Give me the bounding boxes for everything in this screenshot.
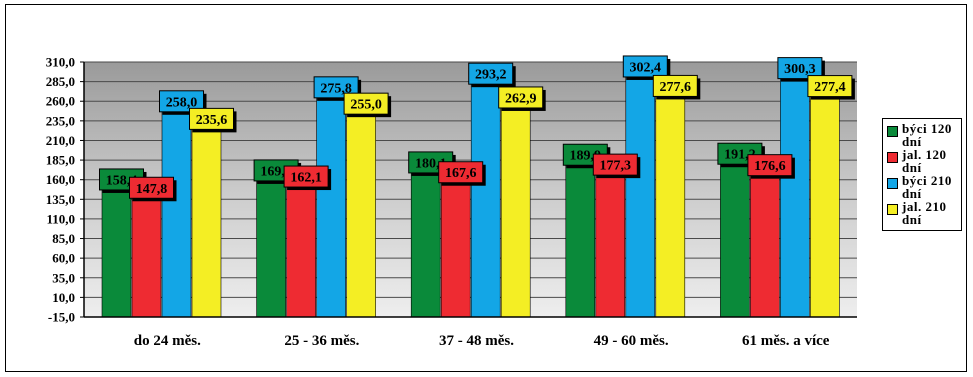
y-tick-label: 10,0 <box>52 290 75 305</box>
data-label-box <box>129 176 174 199</box>
y-tick-label: 60,0 <box>52 251 75 266</box>
y-tick-label: 160,0 <box>46 172 75 187</box>
data-label: 277,6 <box>660 80 692 95</box>
bar <box>470 74 501 318</box>
legend-swatch <box>887 126 898 137</box>
data-label: 176,6 <box>754 159 786 174</box>
data-label: 275,8 <box>320 81 352 96</box>
data-label-box <box>807 75 853 98</box>
data-label: 277,4 <box>814 80 846 95</box>
legend-item-jal-210: jal. 210 dní <box>887 199 958 227</box>
data-label: 255,0 <box>350 98 382 113</box>
y-tick-label: 110,0 <box>46 211 75 226</box>
legend-label: jal. 210 dní <box>902 199 947 227</box>
y-tick-label: -15,0 <box>48 310 75 325</box>
legend-label: býci 210 dní <box>902 173 952 201</box>
legend-label: býci 120 dní <box>902 121 952 149</box>
data-label: 302,4 <box>630 60 662 75</box>
legend-label: jal. 120 dní <box>902 147 947 175</box>
data-label: 167,6 <box>445 166 477 181</box>
y-tick-label: 35,0 <box>52 270 75 285</box>
bar <box>810 87 840 318</box>
y-tick-label: 285,0 <box>46 74 75 89</box>
x-tick-label: do 24 měs. <box>134 333 201 349</box>
data-label: 293,2 <box>475 68 507 83</box>
legend-swatch <box>887 152 898 163</box>
bar <box>500 98 531 318</box>
bar <box>410 163 441 318</box>
bar <box>161 102 192 318</box>
data-label-box <box>652 74 698 97</box>
data-label-box <box>343 92 389 115</box>
bar <box>595 165 626 318</box>
x-tick-label: 25 - 36 měs. <box>284 333 359 349</box>
data-label-box <box>592 153 638 176</box>
y-tick-label: 185,0 <box>46 153 75 168</box>
data-label-box <box>498 86 544 109</box>
bar <box>565 155 596 318</box>
bar <box>780 69 810 318</box>
bar <box>256 171 286 318</box>
bar <box>720 154 750 318</box>
y-tick-label: 310,0 <box>46 55 75 70</box>
data-label-box <box>438 161 484 184</box>
bar <box>625 67 656 318</box>
bar <box>750 166 780 318</box>
bar <box>286 177 316 318</box>
data-label: 147,8 <box>136 182 168 197</box>
data-label-box <box>622 55 668 78</box>
data-label-box <box>313 76 359 99</box>
data-label: 162,1 <box>290 171 322 186</box>
y-tick-label: 135,0 <box>46 192 75 207</box>
data-label-box <box>159 90 204 113</box>
data-label-box <box>283 165 329 188</box>
data-label: 258,0 <box>166 95 198 110</box>
data-label-box <box>777 57 823 80</box>
data-label: 262,9 <box>505 91 537 106</box>
y-tick-label: 210,0 <box>46 133 75 148</box>
bar <box>346 104 376 318</box>
data-label-box <box>189 107 234 130</box>
legend-swatch <box>887 178 898 189</box>
data-label: 235,6 <box>196 113 228 128</box>
bar <box>440 173 471 318</box>
legend-item-byci-210: býci 210 dní <box>887 173 958 201</box>
x-tick-label: 49 - 60 měs. <box>594 333 669 349</box>
data-label-box <box>747 154 793 177</box>
x-tick-label: 37 - 48 měs. <box>439 333 514 349</box>
bar <box>316 88 346 318</box>
bar <box>191 120 222 318</box>
data-label-box <box>468 62 514 85</box>
bar <box>655 87 686 318</box>
bar <box>101 180 132 318</box>
legend-item-jal-120: jal. 120 dní <box>887 147 958 175</box>
legend-swatch <box>887 204 898 215</box>
data-label: 177,3 <box>600 159 632 174</box>
bar <box>131 188 162 318</box>
data-label: 300,3 <box>784 62 816 77</box>
x-tick-label: 61 měs. a více <box>742 333 830 349</box>
chart-legend: býci 120 dní jal. 120 dní býci 210 dní j… <box>882 118 962 231</box>
y-tick-label: 235,0 <box>46 113 75 128</box>
legend-item-byci-120: býci 120 dní <box>887 121 958 149</box>
y-tick-label: 260,0 <box>46 94 75 109</box>
y-tick-label: 85,0 <box>52 231 75 246</box>
